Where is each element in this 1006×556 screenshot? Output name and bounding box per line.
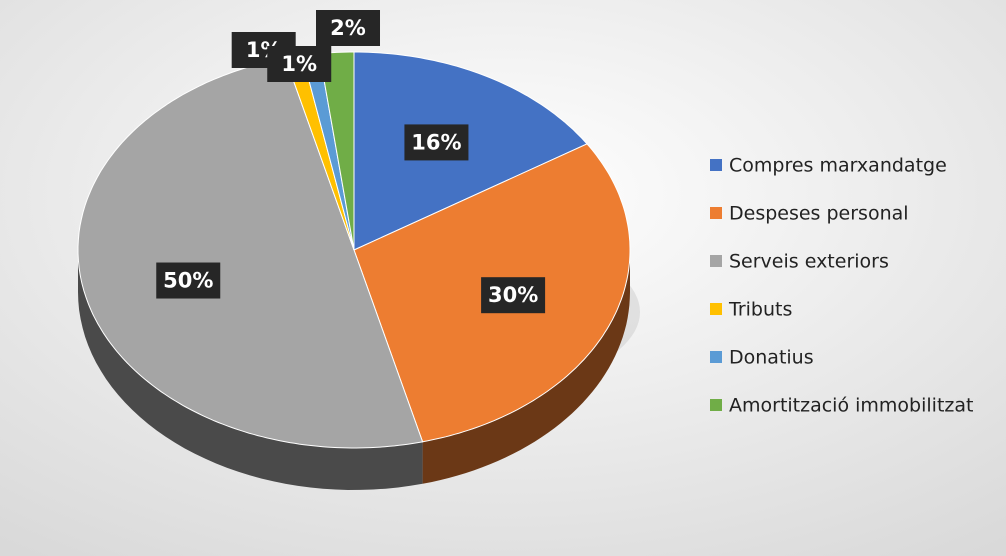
data-label: 50% bbox=[163, 269, 213, 293]
legend-label: Compres marxandatge bbox=[729, 155, 947, 177]
data-label: 30% bbox=[488, 283, 538, 307]
legend-label: Amortització immobilitzat bbox=[729, 395, 973, 417]
pie-slice bbox=[77, 57, 424, 449]
legend-swatch bbox=[710, 159, 722, 171]
label-box bbox=[316, 10, 381, 46]
legend-swatch bbox=[710, 255, 722, 267]
legend-label: Serveis exteriors bbox=[729, 251, 889, 273]
legend-swatch bbox=[710, 351, 722, 363]
label-box bbox=[481, 277, 546, 314]
data-label: 16% bbox=[411, 130, 461, 154]
data-label: 1% bbox=[281, 52, 317, 76]
legend-label: Despeses personal bbox=[729, 203, 909, 225]
label-box bbox=[156, 262, 221, 299]
pie-side bbox=[422, 250, 630, 484]
pie-side bbox=[78, 250, 423, 490]
data-label: 2% bbox=[330, 16, 366, 40]
legend-label: Donatius bbox=[729, 347, 814, 369]
label-box bbox=[267, 46, 332, 82]
legend-swatch bbox=[710, 207, 722, 219]
label-box bbox=[404, 124, 469, 161]
legend-label: Tributs bbox=[728, 299, 792, 321]
legend-swatch bbox=[710, 303, 722, 315]
pie-slice bbox=[353, 51, 588, 251]
legend-swatch bbox=[710, 399, 722, 411]
